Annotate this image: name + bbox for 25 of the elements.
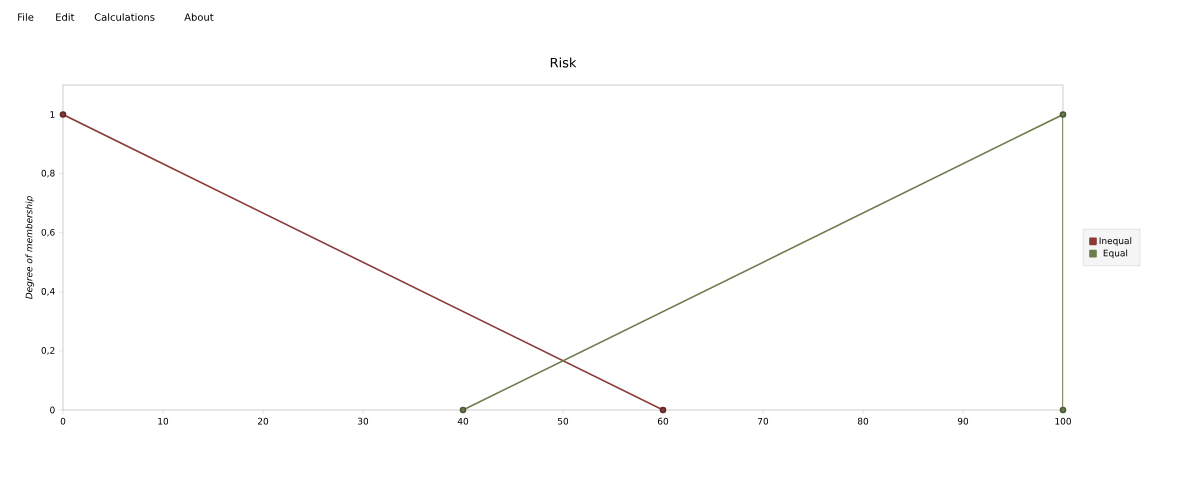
text: Calculations: [94, 13, 155, 21]
x-tick-label: 30: [357, 417, 369, 425]
x-tick-label: 90: [957, 417, 969, 425]
y-tick-label: 0,2: [41, 347, 55, 355]
legend-label: Equal: [1103, 249, 1128, 259]
legend-label: Inequal: [1099, 237, 1132, 246]
y-tick-label: 0,4: [41, 287, 55, 296]
y-axis-title: Degree of membership: [25, 196, 35, 300]
x-tick-label: 40: [457, 417, 469, 425]
text: Edit: [56, 13, 75, 21]
x-tick-label: 70: [758, 417, 769, 425]
y-tick-label: 0,6: [41, 228, 55, 237]
y-tick-label: 1: [50, 111, 55, 118]
y-tick-label: 0,8: [41, 169, 55, 178]
x-tick-label: 100: [1055, 417, 1071, 425]
x-tick-label: 50: [557, 417, 569, 425]
text: File: [18, 13, 34, 21]
x-tick-label: 10: [158, 417, 169, 425]
x-tick-label: 0: [60, 417, 66, 425]
y-tick-label: 0: [50, 406, 55, 414]
x-tick-label: 60: [657, 417, 669, 425]
x-tick-label: 20: [257, 417, 269, 425]
x-tick-label: 80: [857, 417, 869, 425]
text: About: [184, 13, 214, 21]
chart-title: Risk: [550, 57, 577, 68]
